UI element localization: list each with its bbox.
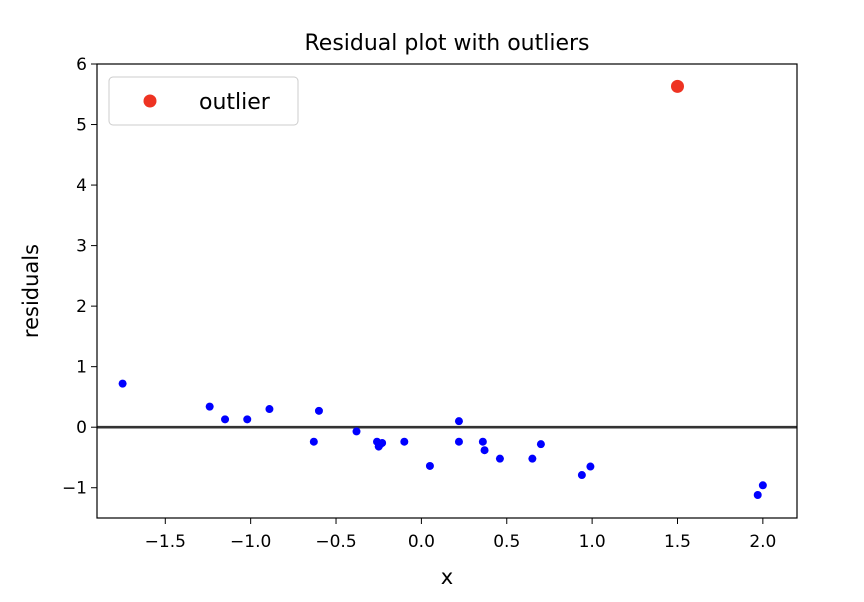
x-tick-label: 1.5 [664, 532, 691, 552]
x-tick-label: −1.5 [145, 532, 186, 552]
residual-point [265, 405, 274, 414]
chart-title: Residual plot with outliers [304, 31, 589, 56]
x-tick-label: 2.0 [749, 532, 776, 552]
residual-point [495, 454, 504, 463]
x-axis-ticks: −1.5 −1.0 −0.5 0.0 0.5 1.0 1.5 2.0 [145, 518, 776, 552]
x-axis-label: x [441, 565, 453, 589]
x-tick-label: −1.0 [230, 532, 271, 552]
residual-point [425, 461, 434, 470]
residual-point [454, 437, 463, 446]
residual-point [536, 440, 545, 449]
residual-point [400, 437, 409, 446]
y-tick-label: 6 [76, 55, 87, 75]
y-tick-label: 0 [76, 418, 87, 438]
chart-legend: outlier [108, 76, 299, 126]
residual-point [528, 454, 537, 463]
y-tick-label: −1 [62, 479, 87, 499]
outlier-point [670, 79, 684, 93]
residual-point [314, 406, 323, 415]
residual-point [378, 438, 387, 447]
residual-point [205, 402, 214, 411]
y-tick-label: 3 [76, 237, 87, 257]
legend-box [108, 76, 299, 126]
residual-point [221, 415, 230, 424]
residual-point [586, 462, 595, 471]
residual-point [454, 417, 463, 426]
y-tick-label: 1 [76, 358, 87, 378]
legend-label-outlier: outlier [199, 90, 271, 115]
residual-point [480, 446, 489, 455]
x-tick-label: −0.5 [315, 532, 356, 552]
x-tick-label: 0.0 [408, 532, 435, 552]
residual-point [118, 379, 127, 388]
plot-frame [96, 63, 798, 519]
plot-marks [97, 79, 797, 499]
y-axis-label: residuals [19, 244, 43, 338]
residual-point [753, 490, 762, 499]
residual-point [243, 415, 252, 424]
residual-point [309, 437, 318, 446]
legend-marker-outlier [143, 94, 157, 108]
y-tick-label: 2 [76, 297, 87, 317]
y-tick-label: 4 [76, 176, 87, 196]
residual-point [577, 471, 586, 480]
y-tick-label: 5 [76, 116, 87, 136]
residual-point [758, 481, 767, 490]
x-tick-label: 0.5 [493, 532, 520, 552]
residual-point [478, 437, 487, 446]
y-axis-ticks: −1 0 1 2 3 4 5 6 [62, 55, 97, 499]
residual-point [352, 427, 361, 436]
x-tick-label: 1.0 [579, 532, 606, 552]
